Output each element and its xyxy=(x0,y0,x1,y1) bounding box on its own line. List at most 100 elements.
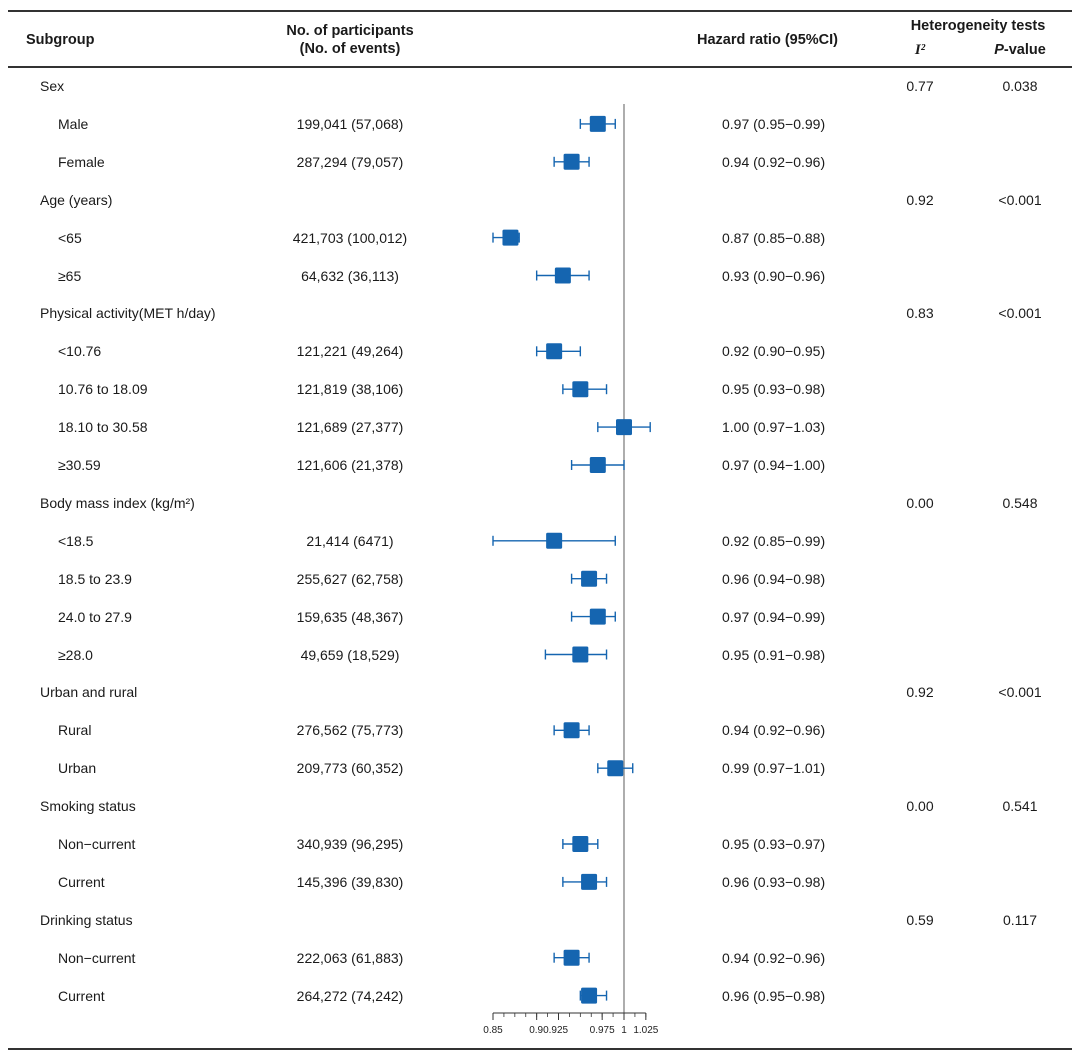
x-axis-tick-label: 1.025 xyxy=(633,1025,658,1036)
group-i2: 0.83 xyxy=(906,305,934,322)
hazard-ratio-text: 1.00 (0.97−1.03) xyxy=(722,419,826,436)
x-axis-tick-label: 0.90.925 xyxy=(529,1025,568,1036)
point-estimate-marker xyxy=(572,381,589,398)
subgroup-label: 18.5 to 23.9 xyxy=(58,570,132,587)
hazard-ratio-text: 0.95 (0.93−0.98) xyxy=(722,381,826,398)
point-estimate-marker xyxy=(502,229,519,246)
participants-count: 121,221 (49,264) xyxy=(296,343,404,360)
subgroup-label: 10.76 to 18.09 xyxy=(58,381,148,398)
point-estimate-marker xyxy=(563,153,580,170)
group-p-value: <0.001 xyxy=(998,191,1042,208)
x-axis-tick-label: 0.85 xyxy=(483,1025,503,1036)
participants-count: 421,703 (100,012) xyxy=(292,229,408,246)
participants-count: 21,414 (6471) xyxy=(306,532,394,549)
subgroup-label: <65 xyxy=(58,229,82,246)
point-estimate-marker xyxy=(546,343,563,360)
point-estimate-marker xyxy=(589,608,606,625)
hazard-ratio-text: 0.99 (0.97−1.01) xyxy=(722,760,826,777)
group-label: Body mass index (kg/m²) xyxy=(40,494,195,511)
subgroup-label: Current xyxy=(58,987,105,1004)
header-subgroup: Subgroup xyxy=(26,32,95,48)
hazard-ratio-text: 0.92 (0.90−0.95) xyxy=(722,343,826,360)
subgroup-label: <10.76 xyxy=(58,343,102,360)
header-p-italic: P xyxy=(994,42,1004,58)
group-i2: 0.77 xyxy=(906,78,934,94)
subgroup-label: 24.0 to 27.9 xyxy=(58,608,132,625)
group-label: Smoking status xyxy=(40,798,136,815)
subgroup-label: Non−current xyxy=(58,836,136,852)
hazard-ratio-text: 0.94 (0.92−0.96) xyxy=(722,722,826,739)
group-i2: 0.92 xyxy=(906,191,934,208)
hazard-ratio-text: 0.92 (0.85−0.99) xyxy=(722,532,826,549)
header-participants: No. of participants (No. of events) xyxy=(250,22,450,58)
hazard-ratio-text: 0.93 (0.90−0.96) xyxy=(722,267,826,284)
point-estimate-marker xyxy=(572,836,589,852)
hazard-ratio-text: 0.95 (0.93−0.97) xyxy=(722,836,826,852)
hazard-ratio-text: 0.94 (0.92−0.96) xyxy=(722,153,826,170)
group-label: Drinking status xyxy=(40,911,133,928)
hazard-ratio-text: 0.95 (0.91−0.98) xyxy=(722,646,826,663)
group-p-value: <0.001 xyxy=(998,305,1042,322)
point-estimate-marker xyxy=(589,115,606,132)
participants-count: 209,773 (60,352) xyxy=(296,760,404,777)
group-p-value: <0.001 xyxy=(998,684,1042,701)
group-i2: 0.00 xyxy=(906,798,934,815)
group-p-value: 0.548 xyxy=(1002,494,1038,511)
participants-count: 159,635 (48,367) xyxy=(296,608,404,625)
hazard-ratio-text: 0.94 (0.92−0.96) xyxy=(722,949,826,966)
subgroup-label: 18.10 to 30.58 xyxy=(58,419,148,436)
subgroup-label: Urban xyxy=(58,760,97,777)
subgroup-label: Male xyxy=(58,115,89,132)
subgroup-label: ≥30.59 xyxy=(58,457,101,473)
x-axis-tick-label: 1 xyxy=(621,1025,627,1036)
point-estimate-marker xyxy=(589,457,606,473)
header-heterogeneity: Heterogeneity tests xyxy=(910,18,1046,34)
x-axis-tick-label: 0.975 xyxy=(590,1025,615,1036)
point-estimate-marker xyxy=(607,760,624,777)
point-estimate-marker xyxy=(616,419,632,436)
participants-count: 121,689 (27,377) xyxy=(296,419,404,436)
subgroup-label: Female xyxy=(58,153,105,170)
hazard-ratio-text: 0.87 (0.85−0.88) xyxy=(722,229,826,246)
subgroup-label: Non−current xyxy=(58,949,136,966)
header-i2-label: I² xyxy=(914,42,926,58)
header-p-suffix: -value xyxy=(1003,42,1046,58)
point-estimate-marker xyxy=(581,570,598,587)
top-rule xyxy=(8,10,1072,12)
point-estimate-marker xyxy=(554,267,571,284)
subgroup-label: Rural xyxy=(58,722,92,739)
group-i2: 0.59 xyxy=(906,911,934,928)
header-rule xyxy=(8,66,1072,68)
subgroup-label: ≥65 xyxy=(58,267,82,284)
group-i2: 0.00 xyxy=(906,494,934,511)
participants-count: 121,819 (38,106) xyxy=(296,381,404,398)
participants-count: 121,606 (21,378) xyxy=(296,457,404,473)
group-label: Age (years) xyxy=(40,191,113,208)
header-participants-line1: No. of participants xyxy=(286,23,414,39)
hazard-ratio-text: 0.97 (0.94−0.99) xyxy=(722,608,826,625)
participants-count: 340,939 (96,295) xyxy=(296,836,404,852)
hazard-ratio-text: 0.97 (0.94−1.00) xyxy=(722,457,826,473)
participants-count: 287,294 (79,057) xyxy=(296,153,404,170)
bottom-rule xyxy=(8,1048,1072,1050)
point-estimate-marker xyxy=(563,949,580,966)
hazard-ratio-text: 0.96 (0.93−0.98) xyxy=(722,873,826,890)
participants-count: 199,041 (57,068) xyxy=(296,115,404,132)
hazard-ratio-text: 0.97 (0.95−0.99) xyxy=(722,115,826,132)
hazard-ratio-text: 0.96 (0.95−0.98) xyxy=(722,987,826,1004)
group-label: Sex xyxy=(40,78,65,94)
group-label: Urban and rural xyxy=(40,684,138,701)
header-i2: I² xyxy=(890,41,950,59)
subgroup-label: <18.5 xyxy=(58,532,94,549)
header-p-value: P-value xyxy=(970,41,1070,59)
hazard-ratio-text: 0.96 (0.94−0.98) xyxy=(722,570,826,587)
participants-count: 49,659 (18,529) xyxy=(300,646,400,663)
participants-count: 255,627 (62,758) xyxy=(296,570,404,587)
group-p-value: 0.541 xyxy=(1002,798,1038,815)
subgroup-label: Current xyxy=(58,873,105,890)
participants-count: 222,063 (61,883) xyxy=(296,949,404,966)
participants-count: 145,396 (39,830) xyxy=(296,873,404,890)
header-participants-line2: (No. of events) xyxy=(299,41,401,57)
point-estimate-marker xyxy=(581,873,598,890)
